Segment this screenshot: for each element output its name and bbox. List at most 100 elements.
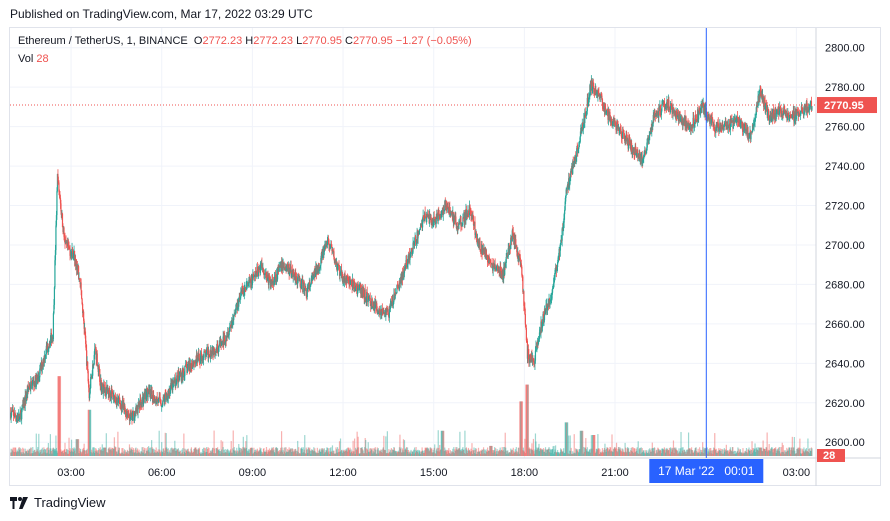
candle-body bbox=[304, 288, 306, 291]
volume-bar bbox=[307, 447, 309, 456]
volume-bar bbox=[392, 450, 395, 456]
volume-bar bbox=[731, 451, 733, 456]
volume-bar bbox=[192, 452, 194, 456]
volume-bar bbox=[271, 447, 273, 456]
volume-bar bbox=[220, 451, 222, 456]
volume-bar bbox=[523, 450, 525, 456]
candle-body bbox=[537, 341, 540, 344]
candle-body bbox=[528, 354, 530, 362]
volume-bar bbox=[228, 451, 230, 456]
volume-bar bbox=[328, 451, 330, 456]
volume-bar bbox=[250, 448, 252, 456]
candle-body bbox=[58, 191, 61, 196]
volume-bar bbox=[160, 453, 162, 456]
volume-bar bbox=[149, 447, 151, 456]
volume-bar bbox=[612, 449, 615, 456]
volume-bar bbox=[698, 451, 700, 456]
candle-body bbox=[394, 295, 396, 299]
volume-bar bbox=[690, 447, 693, 456]
footer-brand[interactable]: TradingView bbox=[10, 495, 106, 510]
volume-bar bbox=[55, 435, 57, 456]
candle-body bbox=[510, 237, 512, 240]
volume-bar bbox=[667, 449, 670, 456]
candle-body bbox=[698, 114, 700, 120]
volume-bar bbox=[691, 450, 693, 456]
candle-body bbox=[664, 106, 666, 110]
volume-bar bbox=[676, 450, 679, 456]
volume-bar bbox=[595, 448, 597, 456]
volume-bar bbox=[13, 447, 15, 456]
volume-bar bbox=[642, 450, 644, 456]
volume-bar bbox=[453, 447, 455, 456]
candle-body bbox=[553, 278, 555, 284]
candle-body bbox=[358, 287, 360, 291]
candle-body bbox=[442, 210, 444, 216]
volume-bar bbox=[370, 448, 372, 456]
volume-bar bbox=[556, 452, 558, 456]
candle-body bbox=[472, 214, 474, 216]
volume-bar bbox=[168, 453, 170, 456]
candle-body bbox=[544, 308, 546, 314]
candle-body bbox=[81, 298, 83, 304]
candle-body bbox=[801, 111, 804, 113]
volume-bar bbox=[136, 450, 138, 456]
candle-body bbox=[789, 116, 791, 119]
volume-bar bbox=[761, 450, 763, 456]
volume-bar bbox=[175, 447, 177, 456]
volume-bar bbox=[297, 452, 299, 456]
volume-bar bbox=[55, 447, 58, 456]
candle-body bbox=[175, 384, 177, 387]
volume-bar bbox=[260, 451, 263, 456]
candle-body bbox=[605, 112, 607, 114]
volume-bar bbox=[455, 447, 457, 456]
volume-bar bbox=[137, 451, 140, 456]
volume-bar bbox=[654, 453, 656, 456]
candle-body bbox=[161, 405, 163, 407]
volume-bar bbox=[589, 449, 591, 456]
volume-bar bbox=[24, 448, 26, 456]
candle-body bbox=[595, 93, 597, 95]
volume-bar bbox=[538, 451, 541, 456]
volume-bar bbox=[557, 452, 559, 456]
volume-bar bbox=[503, 451, 505, 456]
candle-body bbox=[507, 248, 509, 257]
volume-bar bbox=[25, 451, 27, 456]
candle-body bbox=[125, 412, 128, 416]
volume-bar bbox=[555, 451, 557, 456]
volume-bar bbox=[439, 450, 441, 456]
candle-body bbox=[98, 366, 100, 370]
volume-bar bbox=[167, 448, 169, 456]
volume-bar bbox=[74, 453, 77, 456]
volume-bar bbox=[445, 451, 447, 456]
volume-bar bbox=[679, 448, 682, 456]
candle-body bbox=[652, 115, 654, 124]
candle-body bbox=[739, 123, 742, 124]
candle-body bbox=[597, 90, 599, 97]
candle-body bbox=[133, 417, 136, 420]
candle-body bbox=[72, 251, 75, 257]
x-tick-label: 06:00 bbox=[148, 467, 176, 479]
candle-body bbox=[297, 277, 299, 284]
candle-body bbox=[337, 264, 340, 266]
volume-bar bbox=[684, 451, 686, 456]
candle-body bbox=[19, 411, 21, 417]
volume-bar bbox=[500, 451, 502, 456]
candle-body bbox=[520, 263, 522, 267]
volume-bar bbox=[199, 452, 201, 456]
candle-body bbox=[142, 398, 145, 405]
volume-bar bbox=[463, 452, 466, 456]
volume-bar bbox=[695, 447, 697, 456]
volume-bar bbox=[629, 453, 631, 456]
volume-bar bbox=[275, 447, 277, 456]
candle-body bbox=[57, 181, 60, 183]
volume-bar bbox=[367, 449, 369, 456]
candle-body bbox=[364, 289, 366, 301]
volume-bar bbox=[685, 449, 688, 456]
volume-bar bbox=[758, 447, 761, 456]
candle-body bbox=[376, 311, 378, 314]
volume-bar bbox=[748, 450, 751, 456]
volume-bar bbox=[440, 430, 442, 456]
volume-bar bbox=[108, 447, 110, 456]
candle-body bbox=[799, 114, 801, 115]
